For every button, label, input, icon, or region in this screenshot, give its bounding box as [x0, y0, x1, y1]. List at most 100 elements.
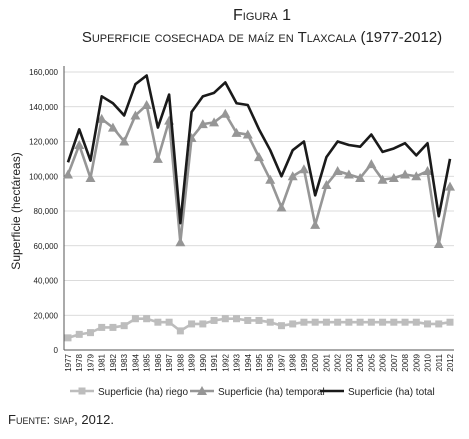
x-tick-label: 1993	[233, 353, 242, 371]
data-point	[298, 164, 309, 174]
data-point	[63, 169, 73, 179]
legend-marker	[197, 386, 207, 395]
data-point	[119, 136, 130, 146]
legend-label: Superficie (ha) riego	[98, 387, 188, 398]
data-point	[75, 330, 83, 338]
data-point	[197, 119, 208, 129]
x-tick-label: 1991	[210, 353, 219, 371]
legend-label: Superficie (ha) temporal	[218, 387, 325, 398]
data-point	[343, 169, 354, 179]
data-point	[300, 318, 308, 326]
x-tick-label: 2008	[401, 353, 410, 371]
x-tick-label: 2011	[435, 353, 444, 371]
data-point	[356, 318, 364, 326]
x-tick-label: 1977	[64, 353, 73, 371]
data-point	[289, 320, 297, 328]
data-point	[266, 318, 274, 326]
x-tick-label: 1997	[277, 353, 286, 371]
chart-title: Figura 1	[233, 7, 291, 24]
y-axis-label: Superficie (hectáreas)	[9, 152, 23, 269]
x-tick-label: 1983	[120, 353, 129, 371]
x-tick-label: 1996	[266, 353, 275, 371]
y-tick-label: 80,000	[34, 207, 59, 216]
y-tick-label: 140,000	[29, 103, 58, 112]
x-tick-label: 2010	[424, 353, 433, 371]
x-tick-label: 2006	[379, 353, 388, 371]
x-tick-label: 2002	[334, 353, 343, 371]
data-point	[130, 110, 141, 120]
data-point	[175, 237, 186, 247]
series-line	[66, 103, 452, 246]
data-point	[255, 316, 263, 324]
y-tick-label: 100,000	[29, 172, 58, 181]
data-point	[109, 323, 117, 331]
y-tick-label: 40,000	[34, 277, 59, 286]
x-tick-label: 1979	[86, 353, 95, 371]
data-point	[154, 318, 162, 326]
data-point	[377, 174, 388, 184]
data-point	[311, 318, 319, 326]
data-point	[367, 318, 375, 326]
series-line	[66, 74, 452, 225]
data-point	[445, 181, 455, 191]
x-tick-label: 2000	[311, 353, 320, 371]
y-tick-label: 20,000	[34, 311, 59, 320]
x-tick-label: 2009	[412, 353, 421, 371]
data-point	[85, 172, 96, 182]
data-point	[401, 318, 409, 326]
data-point	[143, 315, 151, 323]
data-point	[199, 320, 207, 328]
y-tick-label: 120,000	[29, 138, 58, 147]
data-point	[355, 172, 366, 182]
data-point	[366, 159, 377, 169]
x-tick-label: 1984	[131, 353, 140, 371]
data-point	[141, 100, 152, 110]
y-tick-label: 0	[54, 346, 59, 355]
x-tick-label: 1999	[300, 353, 309, 371]
data-point	[242, 129, 253, 139]
data-point	[310, 219, 321, 229]
data-point	[131, 315, 139, 323]
data-point	[96, 113, 107, 123]
data-point	[345, 318, 353, 326]
x-tick-label: 1990	[199, 353, 208, 371]
source-note: Fuente: siap, 2012.	[8, 412, 114, 427]
data-point	[433, 239, 444, 249]
chart-subtitle: Superficie cosechada de maíz en Tlaxcala…	[82, 29, 442, 46]
data-point	[220, 108, 231, 118]
y-tick-label: 60,000	[34, 242, 59, 251]
x-tick-label: 1987	[165, 353, 174, 371]
data-point	[265, 174, 276, 184]
data-point	[254, 152, 264, 162]
data-point	[287, 171, 298, 181]
data-point	[176, 327, 184, 335]
x-tick-label: 1994	[244, 353, 253, 371]
data-point	[244, 316, 252, 324]
data-point	[435, 320, 443, 328]
x-tick-label: 1982	[109, 353, 118, 371]
data-point	[388, 172, 399, 182]
data-point	[188, 320, 196, 328]
data-point	[390, 318, 398, 326]
x-tick-label: 2001	[322, 353, 331, 371]
data-point	[422, 166, 433, 176]
data-point	[221, 315, 229, 323]
data-point	[334, 318, 342, 326]
x-tick-label: 1992	[221, 353, 230, 371]
legend-label: Superficie (ha) total	[348, 387, 435, 398]
data-point	[120, 322, 128, 330]
data-point	[98, 323, 106, 331]
data-point	[165, 318, 173, 326]
data-point	[107, 122, 118, 132]
x-tick-label: 2007	[390, 353, 399, 371]
y-tick-label: 160,000	[29, 68, 58, 77]
x-tick-label: 2004	[356, 353, 365, 371]
data-point	[332, 166, 343, 176]
data-point	[276, 202, 287, 212]
data-point	[209, 117, 220, 127]
data-point	[152, 153, 163, 163]
x-tick-label: 1989	[188, 353, 197, 371]
x-tick-label: 1981	[98, 353, 107, 371]
x-tick-label: 1995	[255, 353, 264, 371]
x-tick-label: 2005	[367, 353, 376, 371]
